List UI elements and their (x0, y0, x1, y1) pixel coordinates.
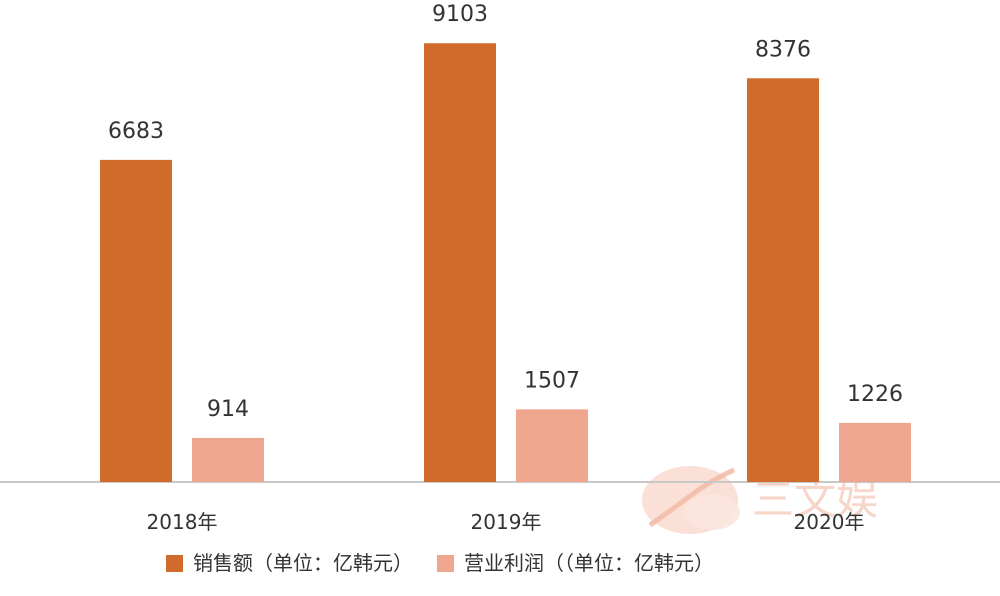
watermark-logo-icon (642, 466, 740, 534)
legend: 销售额（单位：亿韩元） 营业利润（（单位：亿韩元） (166, 551, 714, 575)
data-label: 9103 (432, 2, 488, 27)
data-label: 6683 (108, 119, 164, 144)
value-labels-layer: 6683 914 9103 1507 8376 1226 (108, 2, 903, 422)
category-labels-layer: 2018年 2019年 2020年 (147, 510, 865, 534)
data-label: 8376 (755, 37, 811, 62)
legend-swatch (166, 555, 183, 572)
x-tick-label: 2019年 (471, 510, 542, 534)
bar (100, 159, 172, 482)
watermark-text: 三文娱 (752, 475, 878, 524)
x-tick-label: 2018年 (147, 510, 218, 534)
x-tick-label: 2020年 (794, 510, 865, 534)
bar (192, 437, 264, 482)
legend-label: 销售额（单位：亿韩元） (193, 551, 413, 575)
bar (516, 409, 588, 482)
bar (747, 78, 819, 483)
data-label: 1226 (847, 382, 903, 407)
legend-swatch (437, 555, 454, 572)
legend-label: 营业利润（（单位：亿韩元） (464, 551, 714, 575)
bar (424, 43, 496, 482)
bar (839, 422, 911, 482)
bars-layer (100, 43, 911, 483)
data-label: 1507 (524, 368, 580, 393)
data-label: 914 (207, 397, 249, 422)
